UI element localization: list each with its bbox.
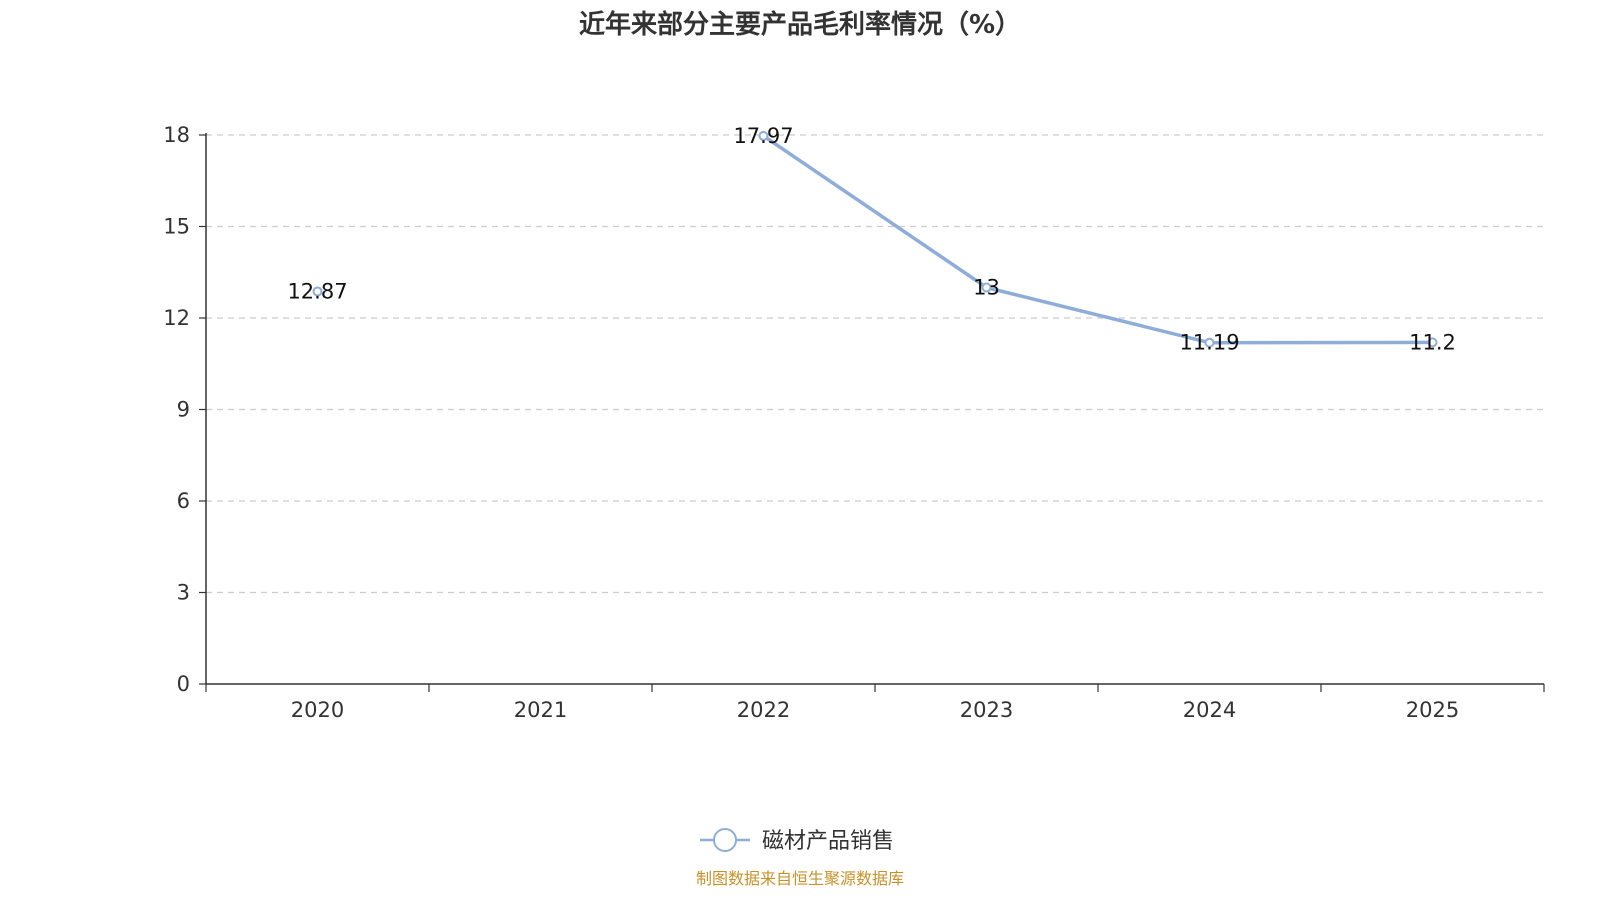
x-axis-ticks: 2020 2021 2022 2023 2024 2025 [205, 684, 1545, 722]
y-tick-label-3: 3 [177, 581, 190, 605]
x-tick-label-2021: 2021 [514, 698, 567, 722]
y-tick-label-9: 9 [177, 398, 190, 422]
data-label-2020: 12.87 [287, 279, 347, 303]
x-tick-label-2024: 2024 [1183, 698, 1236, 722]
legend-marker-icon [713, 828, 737, 852]
data-labels: 12.87 17.97 13 11.19 11.2 [287, 124, 1455, 355]
y-tick-label-12: 12 [163, 306, 190, 330]
legend-label: 磁材产品销售 [762, 829, 894, 854]
y-tick-label-18: 18 [163, 123, 190, 147]
x-tick-label-2020: 2020 [291, 698, 344, 722]
data-point-2023 [981, 282, 992, 293]
chart-title: 近年来部分主要产品毛利率情况（%） [579, 9, 1021, 40]
legend[interactable]: 磁材产品销售 [700, 828, 894, 854]
series-line-segment-1 [761, 134, 1435, 345]
y-axis-ticks: 0 3 6 9 12 15 18 [163, 123, 206, 696]
x-tick-label-2023: 2023 [960, 698, 1013, 722]
x-tick-label-2022: 2022 [737, 698, 790, 722]
x-tick-label-2025: 2025 [1406, 698, 1459, 722]
y-tick-label-6: 6 [177, 489, 190, 513]
y-tick-label-0: 0 [177, 672, 190, 696]
data-label-2023: 13 [973, 276, 1000, 300]
data-point-2020 [312, 286, 323, 297]
grid-lines [206, 134, 1544, 594]
y-tick-label-15: 15 [163, 215, 190, 239]
data-label-2025: 11.2 [1409, 330, 1456, 354]
data-point-2022 [758, 130, 769, 141]
data-label-2024: 11.19 [1179, 331, 1239, 355]
data-label-2022: 17.97 [733, 124, 793, 148]
series-magnetic-products [312, 130, 1438, 348]
data-point-2024 [1204, 337, 1215, 348]
data-point-2025 [1427, 337, 1438, 348]
data-source-note: 制图数据来自恒生聚源数据库 [696, 869, 904, 888]
